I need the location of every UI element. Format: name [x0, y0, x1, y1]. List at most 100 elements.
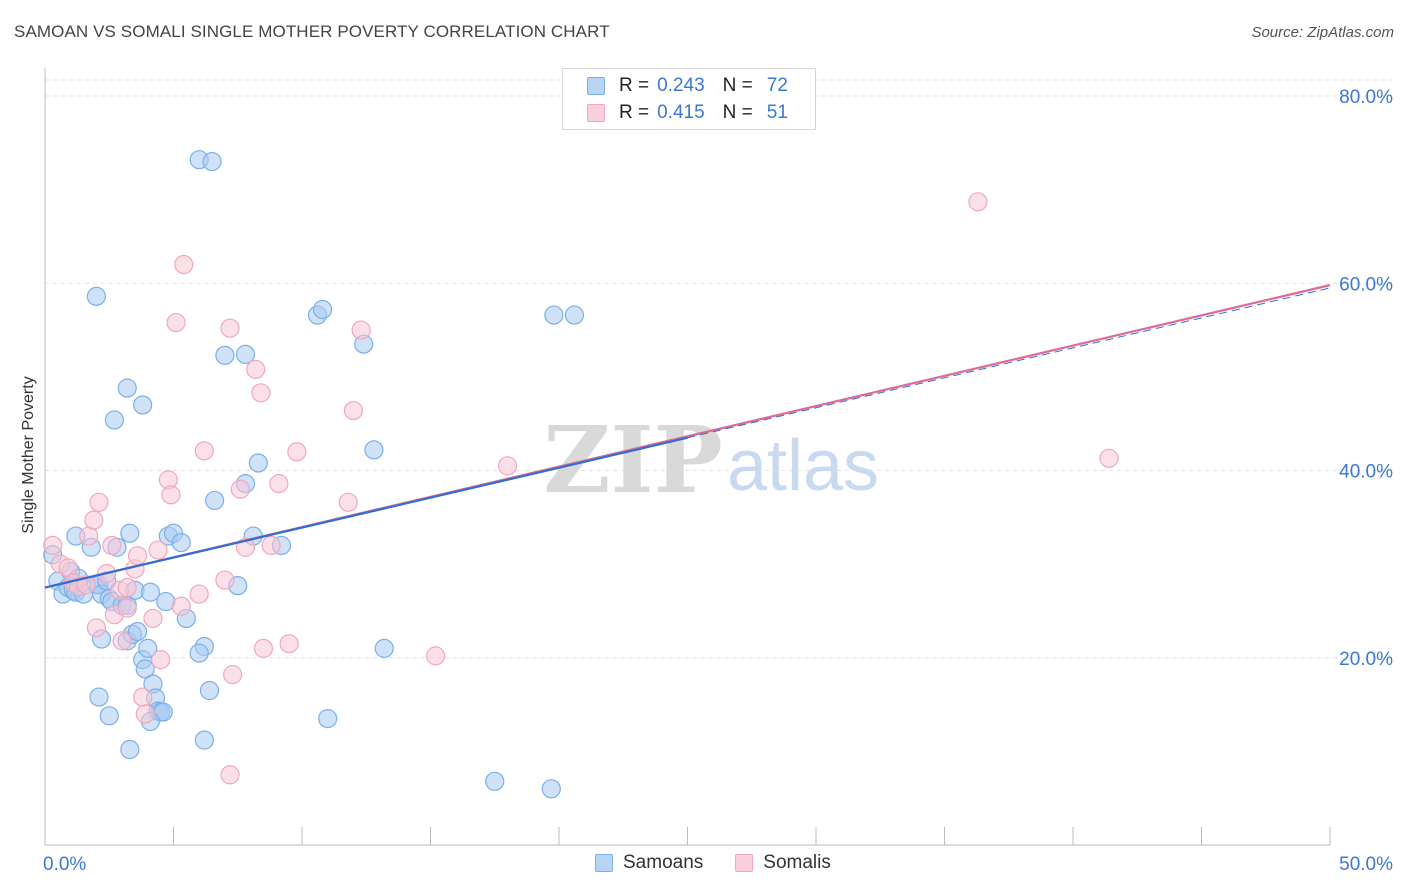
legend-row-samoans: R = 0.243 N = 72: [587, 74, 788, 98]
samoans-legend-swatch: [595, 854, 613, 872]
somalis-point: [166, 312, 186, 333]
samoans-point: [171, 532, 191, 553]
somalis-swatch: [587, 104, 605, 122]
somalis-point: [246, 359, 266, 379]
somalis-point: [102, 535, 122, 556]
somalis-point: [287, 442, 307, 462]
somalis-point: [86, 618, 107, 638]
somalis-point: [223, 665, 243, 685]
somalis-point: [968, 192, 988, 212]
x-tick-label: 0.0%: [43, 854, 86, 875]
samoans-point: [205, 490, 225, 511]
n-value: 72: [766, 75, 788, 96]
legend-item-samoans: Samoans: [595, 852, 703, 874]
somalis-point: [89, 492, 109, 512]
somalis-legend-label: Somalis: [763, 852, 831, 873]
somalis-point: [343, 400, 363, 421]
somalis-point: [76, 575, 96, 595]
samoans-point: [215, 345, 235, 365]
samoans-point: [194, 730, 214, 750]
somalis-point: [135, 704, 155, 724]
somalis-point: [269, 474, 289, 494]
y-tick-label: 20.0%: [1339, 649, 1393, 670]
samoans-point: [248, 453, 268, 473]
somalis-point: [133, 687, 153, 707]
watermark-atlas: atlas: [727, 426, 879, 506]
somalis-point: [127, 546, 148, 566]
somalis-legend-swatch: [735, 854, 754, 872]
somalis-point: [251, 383, 271, 403]
samoans-point: [312, 299, 333, 320]
somalis-point: [161, 485, 181, 505]
somalis-point: [117, 598, 137, 618]
samoans-point: [104, 410, 124, 430]
somalis-point: [230, 479, 250, 499]
somalis-point: [151, 650, 171, 670]
n-label: N =: [722, 102, 753, 123]
samoans-point: [541, 779, 561, 799]
samoans-point: [235, 344, 256, 365]
r-label: R =: [619, 102, 650, 123]
chart-title: SAMOAN VS SOMALI SINGLE MOTHER POVERTY C…: [14, 22, 610, 41]
r-label: R =: [619, 75, 650, 96]
y-tick-label: 60.0%: [1339, 274, 1393, 295]
somalis-point: [498, 456, 518, 476]
samoans-point: [364, 440, 384, 460]
samoans-point: [120, 523, 140, 543]
somalis-point: [1099, 448, 1119, 468]
somalis-point: [261, 535, 281, 556]
samoans-point: [117, 378, 137, 398]
samoans-point: [127, 621, 148, 642]
samoans-point: [135, 659, 155, 679]
samoans-point: [89, 687, 109, 707]
samoans-point: [138, 638, 158, 658]
samoans-point: [120, 739, 140, 760]
y-tick-label: 80.0%: [1339, 87, 1393, 108]
somalis-point: [112, 631, 132, 651]
samoans-point: [133, 395, 153, 415]
somalis-point: [279, 634, 299, 654]
x-tick-label: 50.0%: [1339, 854, 1393, 875]
somalis-point: [351, 320, 371, 340]
samoans-point: [485, 771, 505, 791]
somalis-point: [215, 570, 235, 590]
somalis-point: [194, 441, 214, 461]
somalis-point: [189, 584, 209, 604]
samoans-point: [374, 638, 394, 658]
legend-row-somalis: R = 0.415 N = 51: [587, 101, 788, 125]
somalis-point: [84, 510, 104, 530]
r-value: 0.415: [657, 102, 705, 123]
watermark-zip: ZIP: [543, 406, 722, 514]
stats-legend: R = 0.243 N = 72 R = 0.415 N = 51: [562, 68, 816, 130]
n-label: N =: [722, 75, 753, 96]
samoans-point: [140, 582, 160, 602]
somalis-point: [253, 638, 274, 658]
source-credit: Source: ZipAtlas.com: [1251, 24, 1394, 41]
somalis-point: [174, 254, 194, 275]
legend-item-somalis: Somalis: [735, 852, 831, 874]
samoans-point: [318, 709, 338, 729]
series-legend: Samoans Somalis: [595, 852, 863, 874]
somalis-point: [148, 540, 168, 560]
samoans-point: [544, 305, 564, 325]
samoans-point: [99, 706, 119, 726]
samoans-point: [202, 151, 222, 172]
samoans-point: [86, 286, 107, 306]
somalis-point: [143, 608, 163, 629]
somalis-point: [117, 577, 137, 598]
y-tick-label: 40.0%: [1339, 462, 1393, 483]
samoans-point: [189, 643, 209, 663]
n-value: 51: [766, 102, 788, 123]
samoans-trend-line: [44, 436, 688, 589]
somalis-point: [338, 492, 358, 512]
somalis-point: [426, 646, 446, 666]
somalis-point: [220, 765, 240, 785]
samoans-legend-label: Samoans: [623, 852, 704, 873]
somalis-point: [220, 318, 240, 338]
somalis-point: [43, 535, 63, 556]
somalis-point: [171, 596, 191, 616]
somalis-point: [79, 526, 99, 546]
samoans-point: [199, 680, 220, 701]
samoans-point: [564, 305, 585, 325]
